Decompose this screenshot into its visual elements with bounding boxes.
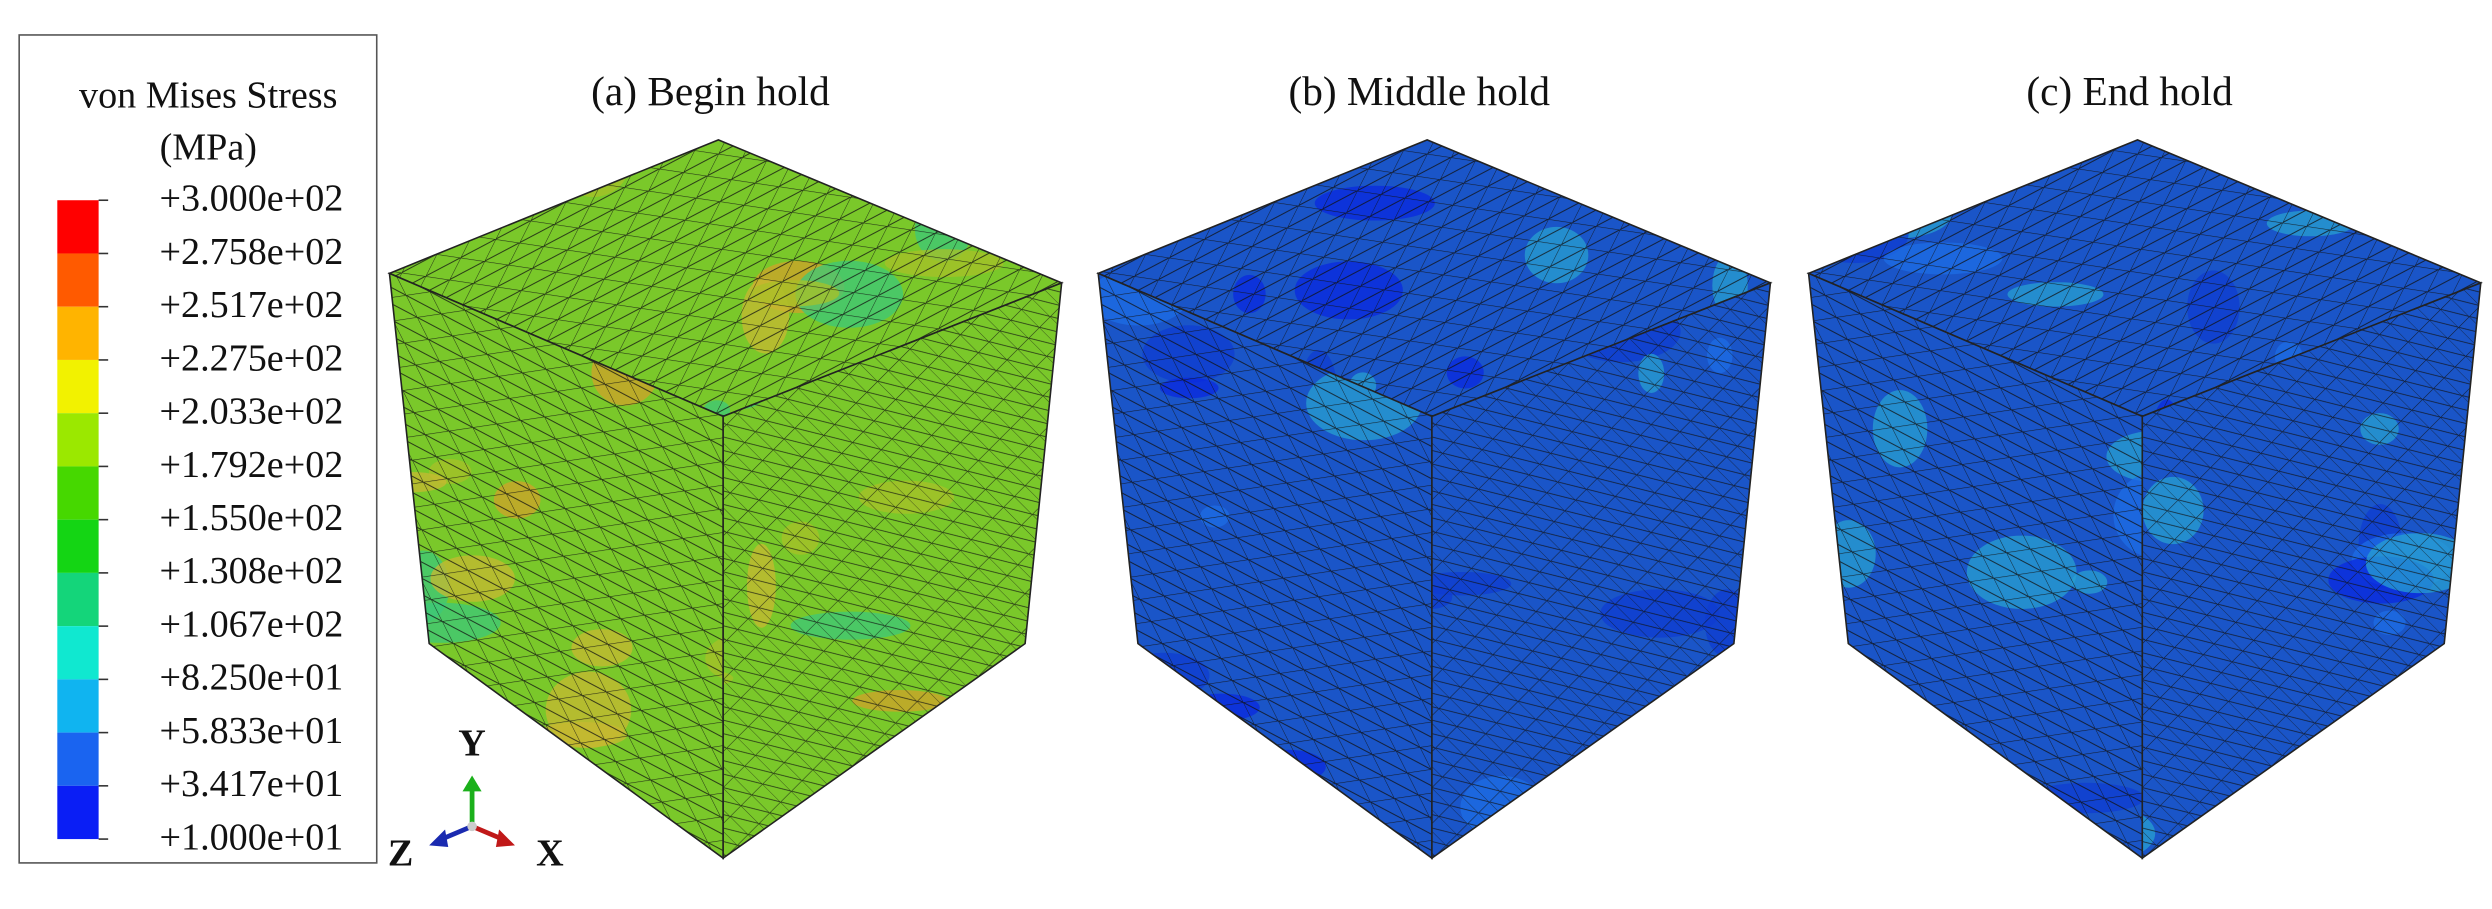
grain: [928, 750, 1038, 806]
grain: [389, 139, 439, 181]
grain: [1718, 670, 1779, 702]
grain: [1615, 775, 1665, 856]
mesh: [1431, 282, 1771, 859]
mesh: [1808, 139, 2481, 417]
grain: [1619, 739, 1682, 772]
legend-band: [57, 466, 99, 520]
grain: [1770, 715, 1882, 734]
grain: [1692, 843, 1733, 863]
mesh: [2142, 282, 2481, 859]
grain: [1666, 789, 1771, 859]
grain: [2336, 140, 2418, 191]
grain: [1573, 808, 1682, 873]
edge: [722, 281, 1063, 860]
grain: [982, 707, 1062, 735]
legend-band: [57, 572, 99, 627]
legend-label: +5.833e+01: [160, 710, 344, 752]
grain: [942, 712, 1001, 797]
grain: [1511, 145, 1600, 166]
mesh: [723, 282, 1062, 859]
legend-label: +3.417e+01: [160, 763, 344, 805]
grain: [1863, 830, 1910, 885]
grain: [999, 747, 1079, 782]
cube: (c) End hold: [1770, 68, 2492, 885]
legend-label: +2.758e+02: [160, 231, 344, 273]
grain: [401, 123, 468, 184]
grain: [1808, 749, 1839, 775]
cube: (b) Middle hold: [1096, 68, 1792, 873]
edge: [1431, 281, 1772, 860]
grain: [1025, 218, 1067, 267]
grain: [1552, 139, 1652, 161]
panel-title: (a) Begin hold: [591, 68, 830, 115]
grain: [1683, 744, 1792, 795]
grain: [403, 129, 522, 164]
legend-label: +1.308e+02: [160, 550, 344, 592]
mesh: [389, 139, 1062, 417]
grain: [2343, 809, 2373, 850]
grain: [976, 139, 1012, 184]
mesh: [389, 273, 724, 859]
grain: [1603, 142, 1669, 208]
grain: [1829, 702, 1881, 744]
legend-label: +8.250e+01: [160, 657, 344, 699]
grain: [1730, 721, 1792, 797]
grain: [1232, 783, 1341, 856]
face-left: [1098, 168, 1792, 873]
legend-label: +1.000e+01: [160, 816, 344, 858]
axis-label: Y: [458, 723, 486, 765]
legend-band: [57, 413, 99, 467]
triad: [429, 775, 515, 848]
axis-label: Z: [388, 832, 413, 874]
legend-unit: (MPa): [160, 127, 257, 169]
face-right: [1863, 282, 2481, 885]
legend-band: [57, 679, 99, 733]
legend-label: +3.000e+02: [160, 178, 344, 220]
grain: [1809, 792, 1850, 849]
grain: [1715, 670, 1771, 747]
legend-band: [57, 359, 99, 414]
legend-band: [57, 785, 99, 840]
axis-label: X: [536, 832, 564, 874]
grain: [814, 812, 914, 852]
grain: [2346, 734, 2413, 756]
legend-title: von Mises Stress: [79, 74, 337, 116]
legend-label: +1.067e+02: [160, 603, 344, 645]
legend-label: +2.033e+02: [160, 391, 344, 433]
legend-label: +1.792e+02: [160, 444, 344, 486]
mesh: [1808, 273, 2143, 859]
grain: [1878, 805, 1958, 852]
legend-band: [57, 253, 99, 307]
mesh: [1098, 273, 1432, 859]
grain: [1852, 773, 1917, 807]
legend-band: [57, 519, 99, 573]
legend-band: [57, 732, 99, 786]
legend-band: [57, 200, 99, 254]
grain: [1957, 792, 2023, 854]
legend-label: +2.517e+02: [160, 284, 344, 326]
grain: [1891, 165, 1924, 230]
legend-band: [57, 626, 99, 680]
grain: [1596, 168, 1685, 198]
grain: [1629, 703, 1701, 784]
grain: [504, 716, 535, 759]
legend-label: +1.550e+02: [160, 497, 344, 539]
mesh: [1098, 139, 1771, 417]
panel-title: (c) End hold: [2026, 68, 2233, 115]
grain: [1808, 723, 1889, 811]
panel-title: (b) Middle hold: [1288, 68, 1550, 115]
grain: [1098, 798, 1174, 859]
legend-band: [57, 306, 99, 360]
edge: [2141, 281, 2482, 860]
grain: [1155, 139, 1207, 183]
grain: [1814, 766, 1843, 830]
legend-label: +2.275e+02: [160, 337, 344, 379]
grain: [1916, 777, 2018, 859]
grain: [2393, 717, 2492, 747]
grain: [1804, 769, 1832, 824]
grain: [1016, 108, 1059, 193]
